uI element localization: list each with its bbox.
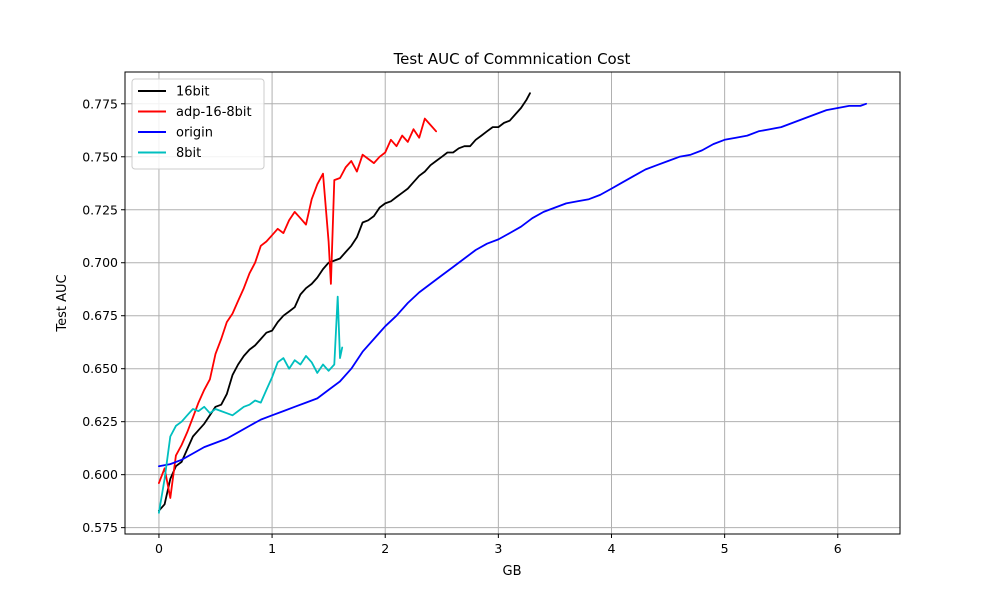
- x-tick-label: 3: [494, 541, 502, 556]
- y-tick-label: 0.675: [82, 308, 118, 323]
- legend: 16bit adp-16-8bit origin 8bit: [131, 78, 265, 170]
- x-tick-label: 4: [608, 541, 616, 556]
- legend-entry: origin: [176, 126, 213, 141]
- series-line-3: [157, 295, 344, 514]
- y-axis-label: Test AUC: [55, 274, 70, 332]
- series-line-2: [157, 102, 867, 468]
- series-lines: [157, 92, 867, 514]
- legend-entry: adp-16-8bit: [176, 105, 252, 120]
- y-tick-label: 0.725: [82, 202, 118, 217]
- legend-entry: 8bit: [176, 146, 201, 161]
- x-tick-label: 5: [721, 541, 729, 556]
- x-tick-label: 6: [834, 541, 842, 556]
- y-tick-label: 0.750: [82, 149, 118, 164]
- x-axis-ticks: 0 1 2 3 4 5 6: [155, 534, 842, 556]
- x-tick-label: 2: [381, 541, 389, 556]
- y-tick-label: 0.600: [82, 467, 118, 482]
- legend-entry: 16bit: [176, 85, 210, 100]
- y-axis-ticks: 0.575 0.600 0.625 0.650 0.675 0.700 0.725 0.750…: [82, 96, 125, 535]
- y-tick-label: 0.700: [82, 255, 118, 270]
- x-tick-label: 1: [268, 541, 276, 556]
- y-tick-label: 0.575: [82, 520, 118, 535]
- x-tick-label: 0: [155, 541, 163, 556]
- plot-frame: [124, 71, 901, 535]
- series-line-0: [157, 92, 531, 512]
- y-tick-label: 0.775: [82, 96, 118, 111]
- grid: [125, 72, 900, 534]
- x-axis-label: GB: [503, 564, 522, 579]
- series-line-1: [157, 117, 438, 499]
- chart-title: Test AUC of Commnication Cost: [393, 50, 631, 68]
- y-tick-label: 0.650: [82, 361, 118, 376]
- y-tick-label: 0.625: [82, 414, 118, 429]
- legend-box: [131, 78, 265, 170]
